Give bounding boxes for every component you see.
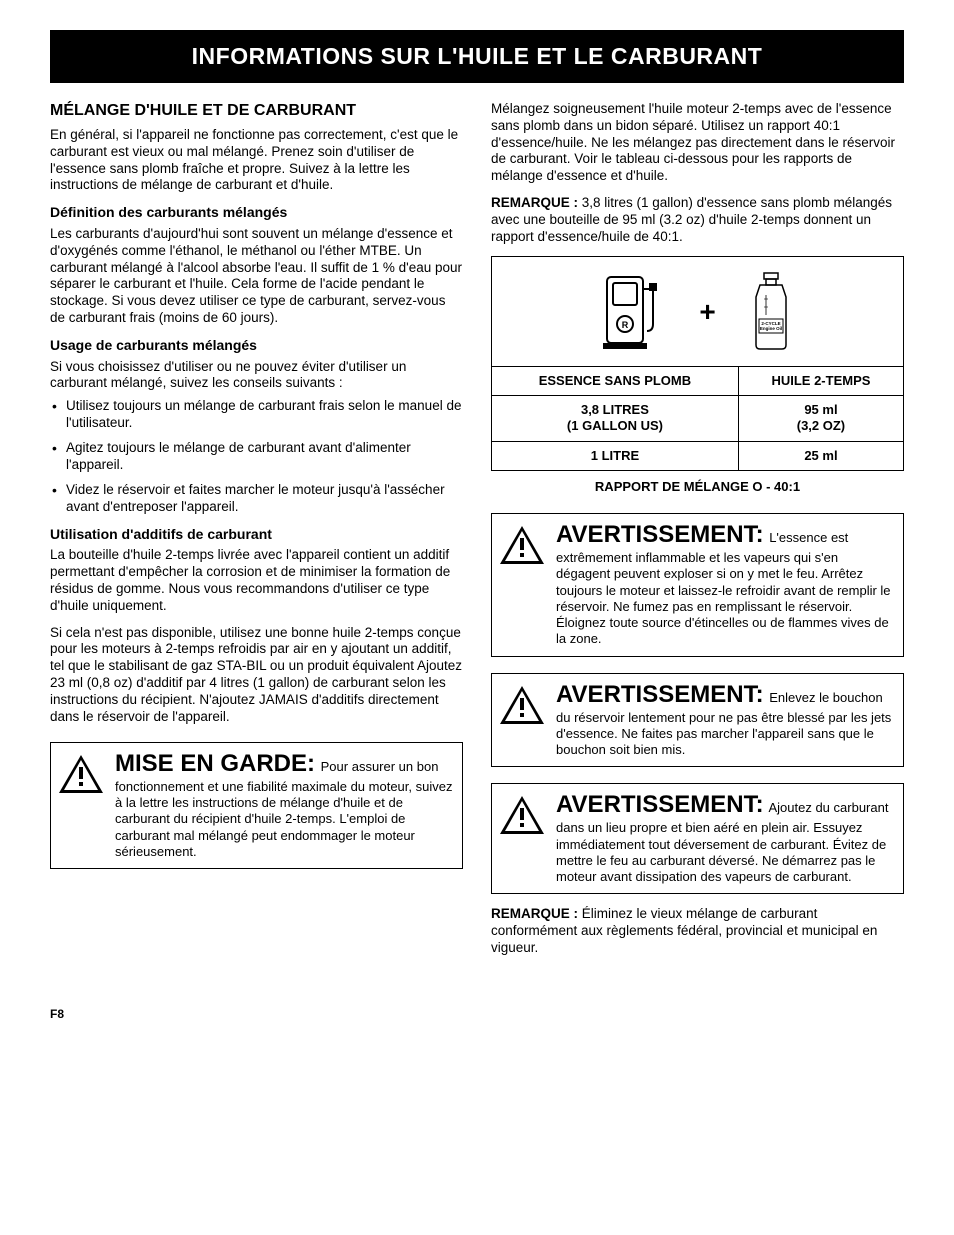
caution-title: MISE EN GARDE: (115, 750, 315, 777)
paragraph: Si cela n'est pas disponible, utilisez u… (50, 625, 463, 726)
table-cell: 1 LITRE (492, 441, 739, 470)
svg-text:R: R (622, 320, 629, 330)
caution-box: MISE EN GARDE: Pour assurer un bon fonct… (50, 742, 463, 869)
warning-content: AVERTISSEMENT: L'essence est extrêmement… (552, 514, 903, 656)
table-caption: RAPPORT DE MÉLANGE O - 40:1 (491, 479, 904, 495)
warning-icon (51, 743, 111, 868)
cell-value: 3,8 LITRES (581, 402, 649, 417)
warning-content: AVERTISSEMENT: Ajoutez du carburant dans… (552, 784, 903, 893)
table-header: HUILE 2-TEMPS (738, 366, 903, 395)
subheading: Utilisation d'additifs de carburant (50, 526, 463, 544)
table-icon-row: R + 2-CYCLE Engi (492, 256, 904, 366)
warning-box: AVERTISSEMENT: Ajoutez du carburant dans… (491, 783, 904, 894)
note-label: REMARQUE : (491, 906, 578, 921)
subheading: Définition des carburants mélangés (50, 204, 463, 222)
cell-value: (1 GALLON US) (567, 418, 663, 433)
table-row: 1 LITRE 25 ml (492, 441, 904, 470)
table-header: ESSENCE SANS PLOMB (492, 366, 739, 395)
warning-icon (492, 784, 552, 893)
paragraph: En général, si l'appareil ne fonctionne … (50, 127, 463, 195)
list-item: Videz le réservoir et faites marcher le … (50, 482, 463, 516)
cell-value: 95 ml (804, 402, 837, 417)
warning-title: AVERTISSEMENT: (556, 521, 764, 548)
table-header-row: ESSENCE SANS PLOMB HUILE 2-TEMPS (492, 366, 904, 395)
caution-content: MISE EN GARDE: Pour assurer un bon fonct… (111, 743, 462, 868)
right-column: Mélangez soigneusement l'huile moteur 2-… (491, 101, 904, 967)
section-heading: MÉLANGE D'HUILE ET DE CARBURANT (50, 101, 463, 121)
note-label: REMARQUE : (491, 195, 578, 210)
list-item: Agitez toujours le mélange de carburant … (50, 440, 463, 474)
mix-table: R + 2-CYCLE Engi (491, 256, 904, 471)
paragraph: Les carburants d'aujourd'hui sont souven… (50, 226, 463, 327)
paragraph: La bouteille d'huile 2-temps livrée avec… (50, 547, 463, 615)
oil-label: Engine Oil (760, 326, 782, 331)
plus-icon: + (699, 294, 715, 329)
table-cell: 95 ml (3,2 OZ) (738, 396, 903, 442)
page-title: INFORMATIONS SUR L'HUILE ET LE CARBURANT (50, 42, 904, 71)
paragraph: Mélangez soigneusement l'huile moteur 2-… (491, 101, 904, 185)
note-block: REMARQUE : 3,8 litres (1 gallon) d'essen… (491, 195, 904, 246)
page-number: F8 (50, 1007, 904, 1022)
icon-cell: R + 2-CYCLE Engi (492, 256, 904, 366)
header-bar: INFORMATIONS SUR L'HUILE ET LE CARBURANT (50, 30, 904, 83)
left-column: MÉLANGE D'HUILE ET DE CARBURANT En génér… (50, 101, 463, 967)
oil-bottle-icon: 2-CYCLE Engine Oil (746, 269, 796, 354)
main-columns: MÉLANGE D'HUILE ET DE CARBURANT En génér… (50, 101, 904, 967)
warning-title: AVERTISSEMENT: (556, 681, 764, 708)
warning-title: AVERTISSEMENT: (556, 791, 764, 818)
subheading: Usage de carburants mélangés (50, 337, 463, 355)
paragraph: Si vous choisissez d'utiliser ou ne pouv… (50, 359, 463, 393)
warning-icon (492, 514, 552, 656)
table-row: 3,8 LITRES (1 GALLON US) 95 ml (3,2 OZ) (492, 396, 904, 442)
fuel-pump-icon: R (599, 269, 669, 354)
warning-content: AVERTISSEMENT: Enlevez le bouchon du rés… (552, 674, 903, 767)
warning-box: AVERTISSEMENT: L'essence est extrêmement… (491, 513, 904, 657)
warning-box: AVERTISSEMENT: Enlevez le bouchon du rés… (491, 673, 904, 768)
table-cell: 3,8 LITRES (1 GALLON US) (492, 396, 739, 442)
list-item: Utilisez toujours un mélange de carburan… (50, 398, 463, 432)
warning-icon (492, 674, 552, 767)
note-block: REMARQUE : Éliminez le vieux mélange de … (491, 906, 904, 957)
table-cell: 25 ml (738, 441, 903, 470)
cell-value: (3,2 OZ) (797, 418, 845, 433)
bullet-list: Utilisez toujours un mélange de carburan… (50, 398, 463, 515)
